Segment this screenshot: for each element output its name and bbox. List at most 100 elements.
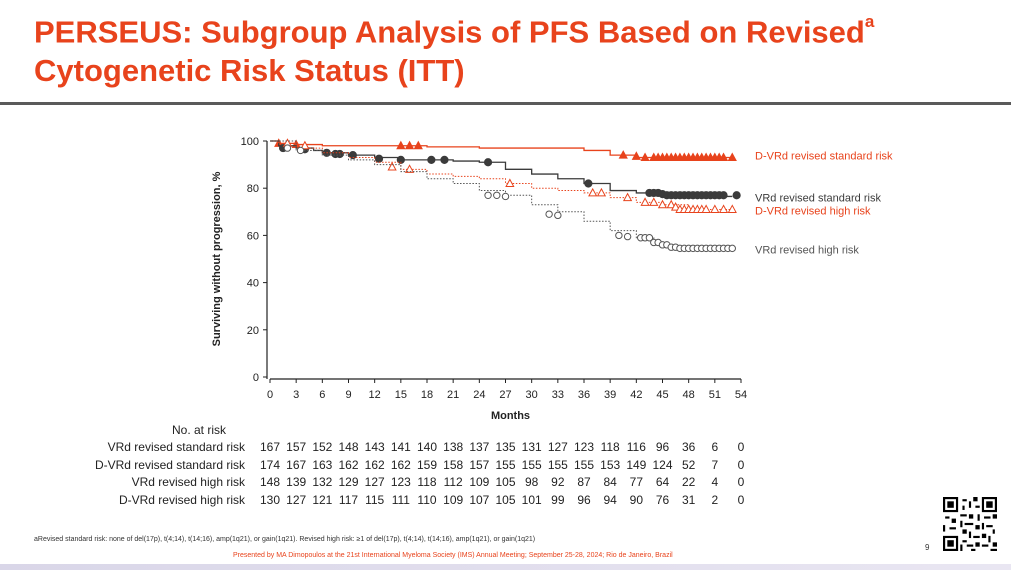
km-chart: 0 3 6 9 12 15 18 21 24 27 30 33 36 39 42 45 48 51 54020406… xyxy=(211,136,893,420)
y-tick-label: 80 xyxy=(247,183,259,195)
y-tick-label: 20 xyxy=(247,325,259,337)
qr-code-icon[interactable] xyxy=(943,497,997,551)
at-risk-cell: 109 xyxy=(469,475,490,489)
title-divider xyxy=(0,102,1011,105)
at-risk-cell: 127 xyxy=(547,440,568,454)
series-label: D-VRd revised high risk xyxy=(755,205,871,217)
x-tick-label: 33 xyxy=(552,389,564,401)
at-risk-cell: 0 xyxy=(737,457,745,472)
at-risk-row-label: D-VRd revised high risk xyxy=(118,492,245,507)
at-risk-cell: 118 xyxy=(417,475,437,489)
y-tick-label: 100 xyxy=(241,136,259,148)
censor-marker xyxy=(618,150,628,159)
censor-marker xyxy=(728,244,736,253)
at-risk-cell: 159 xyxy=(416,457,438,472)
censor-marker xyxy=(296,146,305,155)
censor-marker xyxy=(640,152,650,162)
at-risk-cell: 149 xyxy=(626,457,647,472)
censor-marker xyxy=(545,210,553,218)
at-risk-cell: 112 xyxy=(443,475,463,489)
x-tick-label: 21 xyxy=(447,389,459,401)
at-risk-cell: 52 xyxy=(681,457,696,472)
series-3 xyxy=(270,138,737,213)
censor-marker xyxy=(483,158,493,167)
at-risk-cell: 22 xyxy=(681,475,696,489)
at-risk-cell: 155 xyxy=(495,457,516,472)
at-risk-cell: 162 xyxy=(338,457,359,472)
x-axis-label: Months xyxy=(491,410,530,420)
at-risk-cell: 87 xyxy=(577,475,591,489)
censor-marker xyxy=(440,155,449,164)
censor-marker xyxy=(718,152,729,162)
censor-marker xyxy=(335,149,344,159)
at-risk-cell: 127 xyxy=(286,492,307,507)
at-risk-cell: 132 xyxy=(312,475,333,489)
at-risk-row-label: VRd revised high risk xyxy=(131,475,245,489)
x-tick-label: 30 xyxy=(526,389,538,401)
at-risk-cell: 158 xyxy=(443,457,464,472)
at-risk-cell: 109 xyxy=(443,492,464,507)
at-risk-cell: 36 xyxy=(681,440,696,454)
at-risk-cell: 6 xyxy=(711,440,719,454)
censor-marker xyxy=(701,204,711,213)
km-curve xyxy=(270,140,733,198)
censor-marker xyxy=(300,140,310,150)
at-risk-cell: 84 xyxy=(603,475,617,489)
censor-marker xyxy=(596,187,607,197)
at-risk-cell: 4 xyxy=(711,475,719,489)
censor-marker xyxy=(710,204,720,213)
at-risk-cell: 0 xyxy=(737,492,745,507)
at-risk-cell: 110 xyxy=(417,492,437,507)
title-line-1: PERSEUS: Subgroup Analysis of PFS Based … xyxy=(34,14,865,50)
at-risk-cell: 98 xyxy=(524,475,539,489)
at-risk-cell: 129 xyxy=(338,475,359,489)
censor-marker xyxy=(631,151,641,160)
censor-marker xyxy=(645,234,654,242)
at-risk-cell: 117 xyxy=(338,492,359,507)
at-risk-cell: 155 xyxy=(521,457,542,472)
censor-marker xyxy=(505,178,515,187)
at-risk-cell: 155 xyxy=(547,457,568,472)
censor-marker xyxy=(283,144,292,152)
y-tick-label: 60 xyxy=(247,230,259,242)
at-risk-cell: 92 xyxy=(551,475,565,489)
x-tick-label: 18 xyxy=(421,389,433,401)
censor-marker xyxy=(732,191,741,200)
at-risk-cell: 163 xyxy=(312,457,333,472)
censor-marker xyxy=(554,211,562,220)
x-tick-label: 0 xyxy=(267,389,273,401)
x-tick-label: 48 xyxy=(683,389,695,401)
at-risk-cell: 152 xyxy=(312,440,333,454)
censor-marker xyxy=(387,161,397,171)
x-tick-label: 24 xyxy=(473,389,485,401)
slide-title: PERSEUS: Subgroup Analysis of PFS Based … xyxy=(34,6,994,90)
censor-marker xyxy=(374,154,384,163)
at-risk-cell: 105 xyxy=(495,492,516,507)
censor-marker xyxy=(718,204,729,213)
at-risk-cell: 123 xyxy=(390,475,411,489)
at-risk-row: D-VRd revised standard risk 174 167 163 162 1… xyxy=(0,458,1011,474)
censor-marker xyxy=(348,151,357,160)
at-risk-cell: 2 xyxy=(711,492,719,507)
censor-marker xyxy=(396,140,406,150)
at-risk-cell: 121 xyxy=(312,492,333,507)
censor-marker xyxy=(649,197,659,206)
at-risk-cell: 130 xyxy=(259,492,281,507)
at-risk-cell: 64 xyxy=(655,475,670,489)
footnote: aRevised standard risk: none of del(17p)… xyxy=(34,536,536,543)
at-risk-cell: 140 xyxy=(416,440,438,454)
x-tick-label: 15 xyxy=(395,389,407,401)
at-risk-row: VRd revised standard risk 167 157 152 148 143… xyxy=(0,440,1011,456)
series-label: VRd revised standard risk xyxy=(755,192,881,204)
at-risk-cell: 135 xyxy=(495,440,516,454)
censor-marker xyxy=(666,199,676,209)
at-risk-cell: 143 xyxy=(364,440,385,454)
x-tick-label: 51 xyxy=(709,389,721,401)
y-tick-label: 0 xyxy=(253,372,259,384)
x-tick-label: 6 xyxy=(319,389,325,401)
at-risk-cell: 31 xyxy=(681,492,696,507)
at-risk-cell: 155 xyxy=(573,457,595,472)
at-risk-cell: 94 xyxy=(603,492,617,507)
bottom-band xyxy=(0,564,1011,570)
x-tick-label: 42 xyxy=(630,389,642,401)
